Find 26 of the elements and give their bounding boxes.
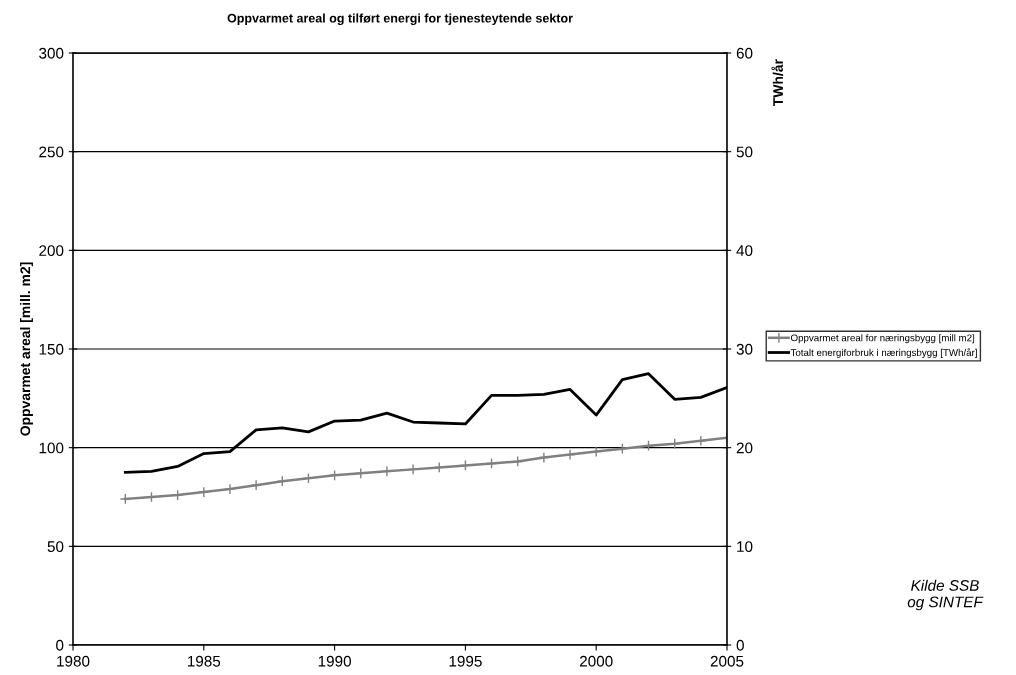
y2-tick-label: 20: [736, 442, 753, 454]
x-tick-label: 1985: [187, 655, 221, 667]
y2-tick-label: 10: [737, 541, 753, 553]
text: Kilde SSB og SINTEF: [907, 579, 984, 611]
y-tick-label: 150: [39, 343, 64, 355]
y2-tick-label: 30: [736, 343, 753, 355]
legend-label: Totalt energiforbruk i næringsbygg [TWh/år]: [790, 348, 977, 358]
y2-axis-title: TWh/år: [771, 59, 784, 106]
y-tick-label: 200: [39, 245, 64, 257]
y-tick-label: 0: [56, 639, 64, 651]
y-tick-label: 50: [47, 541, 64, 553]
legend-label: Oppvarmet areal for næringsbygg [mill m2]: [791, 334, 975, 344]
y2-tick-label: 0: [736, 639, 744, 651]
x-tick-label: 2005: [710, 655, 744, 667]
x-tick-label: 1995: [449, 655, 482, 667]
y2-tick-label: 50: [736, 146, 753, 158]
y2-tick-label: 40: [736, 245, 753, 257]
y-tick-label: 300: [39, 47, 64, 59]
y-tick-label: 100: [39, 442, 64, 454]
y-axis-title: Oppvarmet areal [mill. m2]: [19, 262, 33, 436]
chart-title: Oppvarmet areal og tilført energi for tjenesteytende sektor: [227, 13, 573, 26]
y-tick-label: 250: [39, 146, 64, 158]
x-tick-label: 1990: [318, 655, 351, 667]
y2-tick-label: 60: [736, 47, 753, 59]
x-tick-label: 2000: [579, 655, 613, 667]
x-tick-label: 1980: [57, 655, 90, 667]
